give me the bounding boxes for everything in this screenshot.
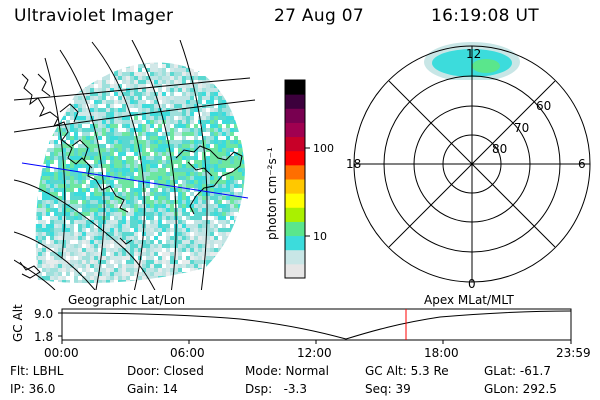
x-tick-label: 00:00 — [44, 346, 79, 360]
seq-value: Seq: 39 — [365, 382, 411, 396]
mode-value: Mode: Normal — [245, 364, 329, 378]
x-tick-label: 23:59 — [556, 346, 591, 360]
polar-meridian — [388, 80, 556, 248]
color-bar-segment — [285, 193, 305, 208]
x-tick-label: 12:00 — [297, 346, 332, 360]
color-bar-unit-label: photon cm⁻²s⁻¹ — [265, 147, 279, 240]
auroral-emission-pixels — [35, 62, 245, 284]
color-bar-segment — [285, 94, 305, 109]
mlt-label-6: 6 — [578, 157, 586, 171]
mlt-label-12: 12 — [466, 47, 481, 61]
door-value: Door: Closed — [127, 364, 204, 378]
color-bar-tick-label: 100 — [313, 142, 334, 155]
gc-alt-value: GC Alt: 5.3 Re — [365, 364, 449, 378]
polar-plot: 12 18 6 0 60 70 80 — [346, 42, 591, 291]
mlt-label-18: 18 — [346, 157, 361, 171]
image-time: 16:19:08 UT — [431, 6, 539, 26]
altitude-curve — [61, 310, 572, 340]
color-bar-segment — [285, 108, 305, 123]
orbit-timeline: Geographic Lat/Lon Apex MLat/MLT 9.0 1.8… — [11, 293, 591, 360]
color-bar-segment — [285, 179, 305, 194]
lat-lon-grid — [14, 40, 256, 290]
terminator-line — [21, 162, 249, 199]
glat-value: GLat: -61.7 — [484, 364, 551, 378]
color-bar-segment — [285, 249, 305, 265]
image-title: Ultraviolet Imager — [14, 6, 174, 26]
geographic-image-map — [14, 40, 256, 290]
x-tick-label: 06:00 — [170, 346, 205, 360]
timeline-axis-label: GC Alt — [11, 304, 25, 342]
color-bar-segment — [285, 207, 305, 222]
y-tick-label: 9.0 — [34, 307, 53, 321]
color-bar-segment — [285, 136, 305, 152]
color-bar-frame — [284, 79, 306, 279]
ip-value: IP: 36.0 — [10, 382, 56, 396]
color-bar-segment — [285, 122, 305, 138]
gain-value: Gain: 14 — [127, 382, 178, 396]
lat-label-80: 80 — [492, 142, 507, 156]
color-bar: 100 10 photon cm⁻²s⁻¹ — [265, 79, 334, 279]
image-date: 27 Aug 07 — [274, 6, 364, 26]
filter-value: Flt: LBHL — [10, 364, 64, 378]
mlt-label-0: 0 — [468, 277, 476, 291]
color-bar-segment — [285, 263, 305, 279]
color-bar-segment — [285, 221, 305, 237]
lat-label-70: 70 — [514, 121, 529, 135]
glon-value: GLon: 292.5 — [484, 382, 557, 396]
color-bar-segment — [285, 164, 305, 180]
y-tick-label: 1.8 — [34, 330, 53, 344]
x-tick-label: 18:00 — [424, 346, 459, 360]
color-bar-segment — [285, 80, 305, 95]
timeline-left-title: Geographic Lat/Lon — [68, 293, 185, 307]
dsp-value: Dsp: -3.3 — [245, 382, 308, 396]
color-bar-tick-label: 10 — [313, 230, 327, 243]
lat-label-60: 60 — [536, 99, 551, 113]
color-bar-segment — [285, 235, 305, 251]
color-bar-segment — [285, 150, 305, 166]
timeline-right-title: Apex MLat/MLT — [424, 293, 514, 307]
